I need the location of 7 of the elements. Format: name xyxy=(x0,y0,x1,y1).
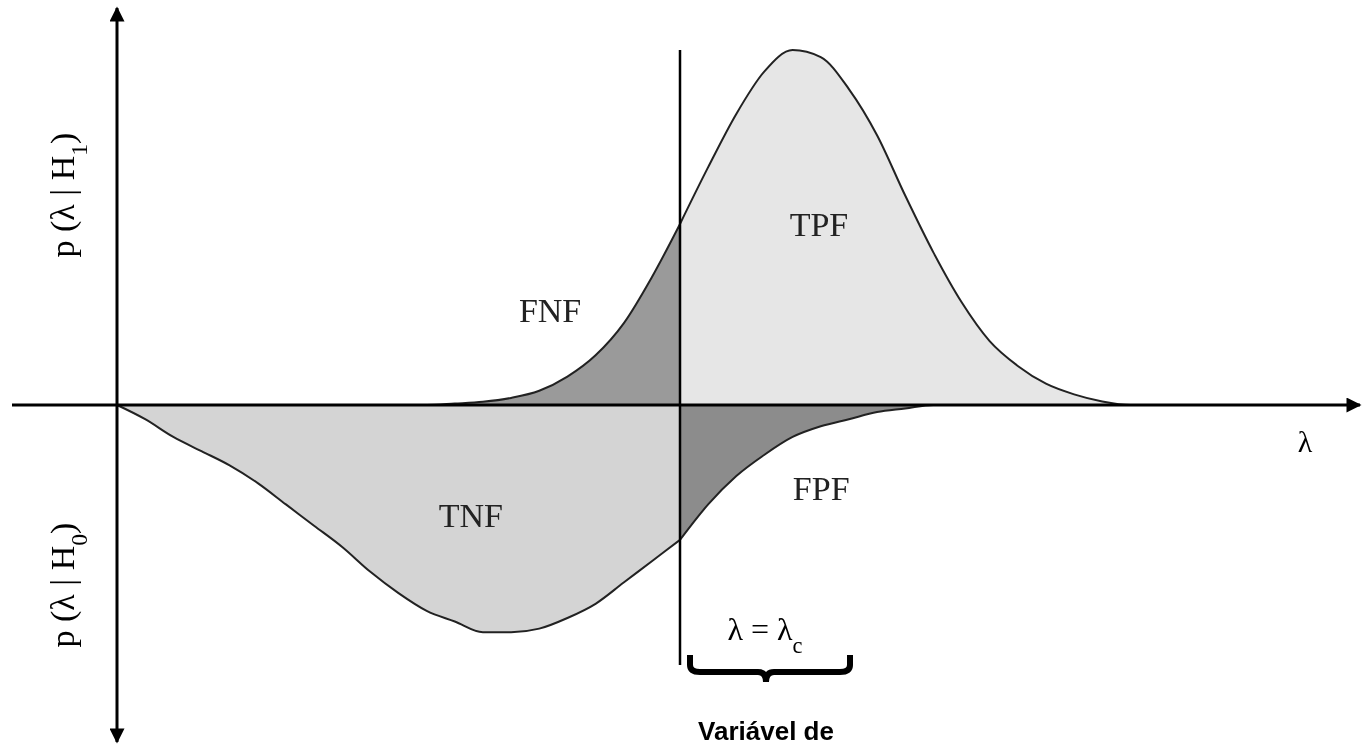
text: Variável de xyxy=(698,716,834,746)
series-label: FPF xyxy=(792,470,850,508)
series-label: FNF xyxy=(518,292,582,330)
annotation: λ = λ$_{c}$ xyxy=(727,611,803,658)
x-axis-title: λ xyxy=(1297,425,1313,458)
series-label: TNF xyxy=(438,496,503,534)
series-label: TPF xyxy=(789,205,849,243)
